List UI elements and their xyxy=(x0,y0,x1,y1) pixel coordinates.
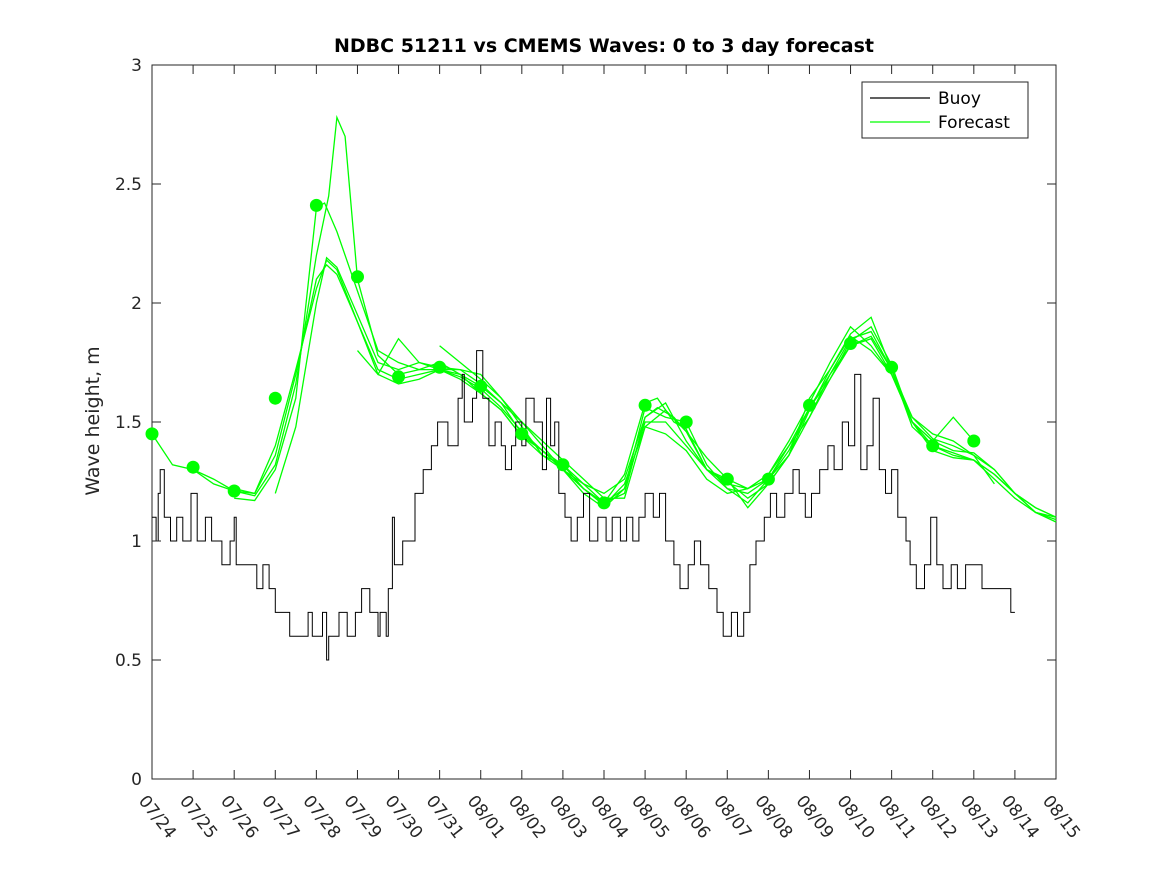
forecast-start-marker xyxy=(474,379,488,393)
y-tick-label: 2 xyxy=(131,294,142,314)
forecast-start-marker xyxy=(597,496,611,510)
legend: Buoy Forecast xyxy=(861,81,1029,139)
legend-box xyxy=(861,81,1029,139)
forecast-start-marker xyxy=(186,460,200,474)
plot-area xyxy=(151,64,1057,780)
chart-title: NDBC 51211 vs CMEMS Waves: 0 to 3 day fo… xyxy=(334,35,874,57)
forecast-series-line xyxy=(357,335,975,509)
forecast-start-marker xyxy=(679,415,693,429)
forecast-start-marker xyxy=(351,270,364,284)
forecast-start-marker xyxy=(309,198,323,212)
legend-forecast-label: Forecast xyxy=(938,113,1010,133)
forecast-start-marker xyxy=(885,360,899,374)
forecast-start-marker xyxy=(227,484,241,498)
forecast-series-line xyxy=(274,256,995,499)
forecast-start-marker xyxy=(433,360,447,374)
y-tick-label: 2.5 xyxy=(115,175,142,195)
legend-buoy-label: Buoy xyxy=(938,89,981,109)
forecast-start-marker xyxy=(145,427,159,441)
y-tick-label: 0.5 xyxy=(115,651,142,671)
forecast-start-marker xyxy=(556,458,570,472)
forecast-start-marker xyxy=(803,398,816,412)
y-tick-label: 0 xyxy=(131,770,142,790)
forecast-start-marker xyxy=(268,391,282,405)
forecast-start-marker xyxy=(844,337,857,350)
buoy-series-line xyxy=(152,350,1015,661)
forecast-start-marker xyxy=(720,472,734,486)
forecast-start-marker xyxy=(638,398,652,412)
forecast-start-marker xyxy=(392,370,405,384)
forecast-start-marker xyxy=(761,472,775,486)
y-tick-label: 1.5 xyxy=(115,413,142,433)
chart-marks xyxy=(145,114,1057,661)
forecast-start-marker xyxy=(967,434,981,448)
y-axis-label: Wave height, m xyxy=(82,346,104,495)
forecast-start-marker xyxy=(926,439,940,453)
forecast-start-marker xyxy=(515,427,529,441)
y-tick-label: 3 xyxy=(131,56,142,76)
y-tick-label: 1 xyxy=(131,532,142,552)
